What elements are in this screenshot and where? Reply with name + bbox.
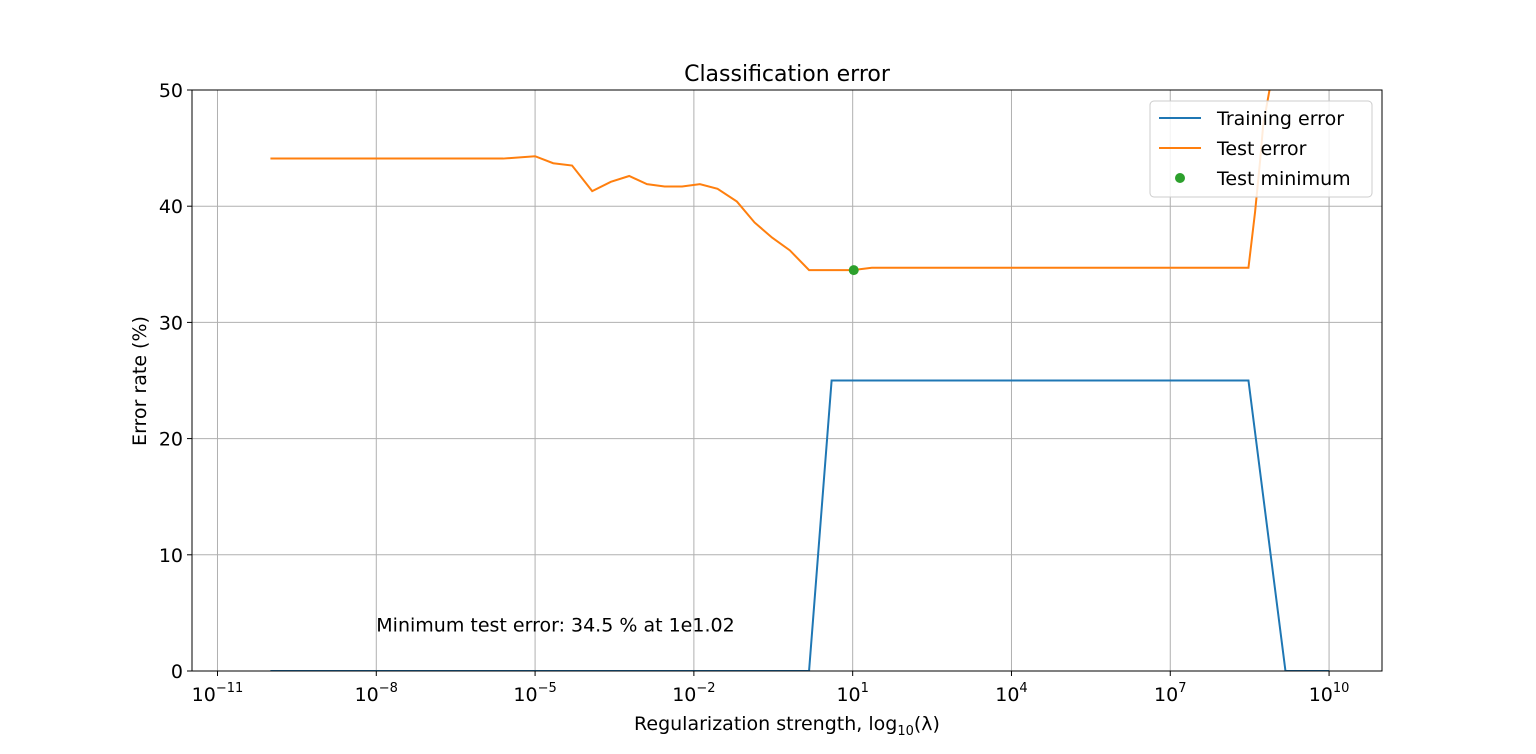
x-tick-label: 101	[836, 681, 868, 706]
y-tick-label: 20	[159, 429, 183, 451]
x-tick-label-exponent: −8	[379, 681, 398, 696]
data-point-test-minimum	[848, 265, 859, 276]
y-tick-label: 10	[159, 545, 183, 567]
x-tick-label-base: 10	[836, 684, 860, 706]
legend-label: Test minimum	[1216, 168, 1351, 190]
x-tick-label-exponent: 10	[1333, 681, 1350, 696]
y-axis-label: Error rate (%)	[129, 316, 151, 446]
x-tick-label-base: 10	[1154, 684, 1178, 706]
x-tick-label-exponent: 7	[1178, 681, 1186, 696]
x-tick-label-base: 10	[1309, 684, 1333, 706]
legend-label: Test error	[1216, 138, 1307, 160]
x-tick-label: 107	[1154, 681, 1186, 706]
x-axis-label: Regularization strength, log10(λ)	[634, 713, 940, 739]
x-tick-label: 10−5	[513, 681, 556, 706]
y-tick-label: 30	[159, 312, 183, 334]
x-axis-label-subscript: 10	[897, 724, 914, 739]
x-tick-label-exponent: 4	[1019, 681, 1027, 696]
legend-swatch-marker	[1175, 173, 1185, 183]
x-tick-label-exponent: 1	[861, 681, 869, 696]
x-tick-label: 10−2	[672, 681, 715, 706]
axes-frame	[191, 89, 1383, 672]
y-tick-label: 0	[171, 661, 183, 683]
x-tick-label-base: 10	[192, 684, 216, 706]
x-tick-label-base: 10	[995, 684, 1019, 706]
x-tick-label-exponent: −5	[538, 681, 557, 696]
x-axis-label-prefix: Regularization strength, log	[634, 713, 897, 735]
chart-title: Classification error	[684, 62, 891, 87]
legend: Training error Test error Test minimum	[1149, 100, 1373, 198]
x-tick-label: 1010	[1309, 681, 1350, 706]
x-tick-label: 10−11	[192, 681, 244, 706]
x-tick-label-base: 10	[355, 684, 379, 706]
series-line-training-error	[270, 379, 1330, 671]
x-tick-label: 10−8	[355, 681, 398, 706]
x-tick-label-exponent: −11	[216, 681, 243, 696]
y-tick-label: 40	[159, 196, 183, 218]
x-tick-label-base: 10	[513, 684, 537, 706]
plot-area: 10−11 10−8 10−5 10−2 101 104 107 10100102030405…	[159, 80, 1383, 706]
x-tick-label-exponent: −2	[696, 681, 715, 696]
legend-label: Training error	[1216, 108, 1344, 130]
x-tick-label: 104	[995, 681, 1027, 706]
legend-box	[1149, 100, 1373, 198]
series-line-test-error	[270, 90, 1271, 272]
y-tick-label: 50	[159, 80, 183, 102]
annotation-text: Minimum test error: 34.5 % at 1e1.02	[376, 614, 734, 636]
x-axis-label-suffix: (λ)	[914, 713, 940, 735]
x-tick-label-base: 10	[672, 684, 696, 706]
